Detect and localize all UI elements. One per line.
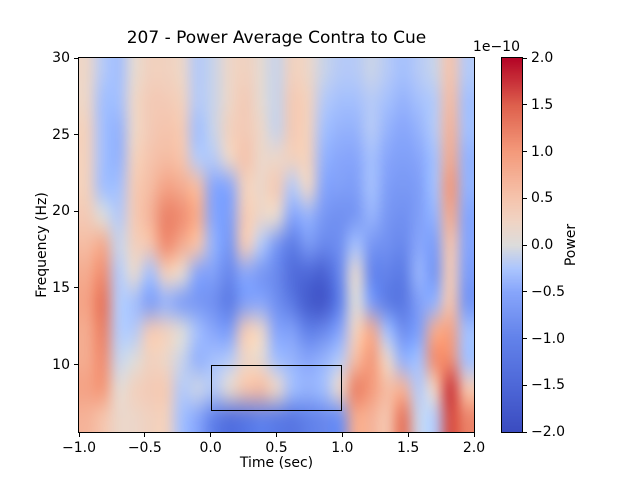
colorbar-tick-label: −1.0 <box>531 330 565 347</box>
colorbar-tick-label: 0.5 <box>531 190 554 207</box>
colorbar-tick <box>523 244 527 246</box>
colorbar-scale-label: 1e−10 <box>472 39 520 55</box>
x-tick-label: −0.5 <box>127 440 162 456</box>
x-tick <box>341 433 343 437</box>
y-tick-label: 20 <box>52 203 70 220</box>
colorbar-tick-label: −0.5 <box>531 283 565 300</box>
y-tick-label: 15 <box>52 279 70 296</box>
colorbar-tick <box>523 151 527 152</box>
plot-area <box>78 57 475 433</box>
x-tick-label: −1.0 <box>62 440 96 456</box>
x-tick-label: 0.5 <box>265 440 288 456</box>
colorbar <box>501 57 523 433</box>
colorbar-tick <box>523 338 527 339</box>
chart-title: 207 - Power Average Contra to Cue <box>126 28 427 48</box>
y-tick <box>74 364 78 366</box>
colorbar-axis-label: Power <box>563 223 579 267</box>
heatmap <box>79 58 474 432</box>
annotation-rectangle <box>210 364 343 411</box>
colorbar-tick <box>523 431 527 433</box>
colorbar-tick-label: 1.0 <box>531 143 554 160</box>
x-tick <box>210 433 212 437</box>
x-tick <box>78 433 80 437</box>
y-axis-label: Frequency (Hz) <box>34 192 50 298</box>
colorbar-tick <box>523 104 527 106</box>
x-tick-label: 1.0 <box>331 440 354 456</box>
y-tick <box>74 287 78 289</box>
x-axis-label: Time (sec) <box>239 455 314 471</box>
x-tick <box>473 433 475 437</box>
x-tick-label: 0.0 <box>199 440 222 456</box>
x-tick <box>407 433 409 437</box>
colorbar-tick <box>523 291 527 293</box>
colorbar-tick-label: −2.0 <box>531 424 565 440</box>
colorbar-tick-label: −1.5 <box>531 377 565 394</box>
y-tick-label: 10 <box>52 356 70 373</box>
colorbar-tick <box>523 57 527 59</box>
x-tick <box>276 433 277 437</box>
x-tick-label: 1.5 <box>397 440 420 456</box>
y-tick-label: 30 <box>52 50 70 66</box>
x-tick <box>144 433 146 437</box>
colorbar-tick-label: 0.0 <box>531 237 554 253</box>
colorbar-tick <box>523 384 527 386</box>
y-tick <box>74 57 78 59</box>
colorbar-tick <box>523 197 527 199</box>
x-tick-label: 2.0 <box>462 440 486 456</box>
colorbar-tick-label: 1.5 <box>531 96 554 113</box>
y-tick <box>74 134 78 136</box>
colorbar-gradient <box>502 58 522 432</box>
colorbar-tick-label: 2.0 <box>531 50 554 66</box>
y-tick-label: 25 <box>52 126 70 143</box>
y-tick <box>74 210 78 212</box>
